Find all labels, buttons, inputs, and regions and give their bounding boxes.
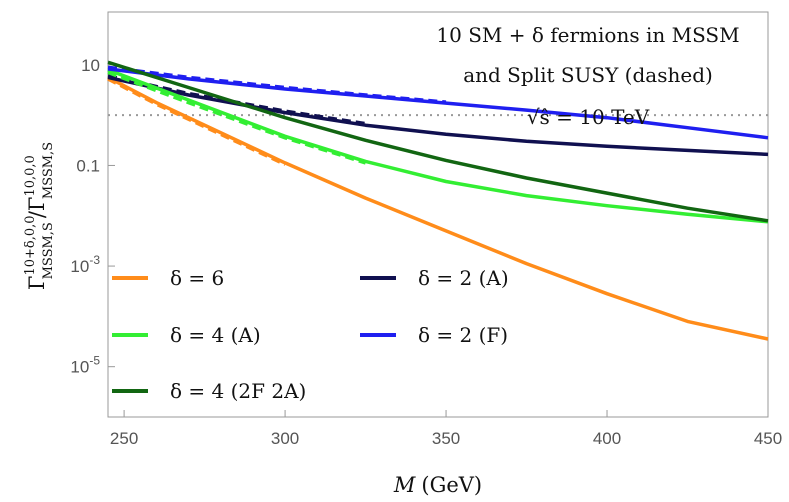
y-axis-den-sup: 10,0,0 [23, 155, 38, 196]
series-line-0 [107, 75, 769, 341]
series-line-4 [107, 60, 769, 223]
legend-label-delta-2f: δ = 2 (F) [418, 323, 508, 347]
x-tick-label: 250 [110, 429, 138, 448]
annotation-line-1: 10 SM + δ fermions in MSSM [436, 23, 739, 47]
x-tick-label: 300 [271, 429, 299, 448]
series-dashed-line-3 [107, 65, 447, 104]
x-axis-label: M (GeV) [393, 473, 482, 497]
y-axis-slash: / [25, 210, 49, 218]
x-tick-label: 400 [593, 429, 621, 448]
series-dashed-line-0 [107, 77, 286, 166]
y-axis-base: Γ [25, 276, 49, 291]
ticks-layer: 250 300 350 400 450 10 0.1 10-3 10-5 [70, 56, 782, 448]
y-axis-den-base: Γ [25, 197, 49, 212]
annotation: 10 SM + δ fermions in MSSM and Split SUS… [436, 23, 739, 129]
series-line-2 [107, 68, 769, 224]
annotation-line-2: and Split SUSY (dashed) [463, 63, 713, 87]
x-tick-label: 450 [754, 429, 782, 448]
y-tick-label: 0.1 [76, 156, 100, 175]
legend-label-delta-6: δ = 6 [170, 266, 224, 290]
x-tick-label: 350 [432, 429, 460, 448]
series-dashed-line-2 [107, 70, 367, 165]
x-axis-var: M [393, 473, 416, 497]
y-axis-num-sup: 10+δ,0,0 [23, 215, 38, 275]
y-axis-num-sub: MSSM,S [41, 222, 56, 279]
y-axis-label: Γ10+δ,0,0 MSSM,S/Γ10,0,0 MSSM,S [23, 142, 56, 290]
annotation-line-3: √ŝ = 10 TeV [527, 105, 650, 129]
legend-label-delta-4a: δ = 4 (A) [170, 323, 261, 347]
y-axis-den-sub: MSSM,S [41, 142, 56, 199]
y-tick-label: 10-5 [70, 354, 100, 377]
legend-label-delta-4-2f2a: δ = 4 (2F 2A) [170, 379, 306, 403]
y-tick-label: 10 [81, 56, 100, 75]
series-layer [107, 60, 769, 341]
y-tick-label: 10-3 [70, 253, 100, 276]
legend: δ = 6 δ = 2 (A) δ = 4 (A) δ = 2 (F) δ = … [112, 266, 509, 403]
x-axis-unit: (GeV) [421, 473, 482, 497]
legend-label-delta-2a: δ = 2 (A) [418, 266, 509, 290]
plot-frame [107, 11, 769, 418]
